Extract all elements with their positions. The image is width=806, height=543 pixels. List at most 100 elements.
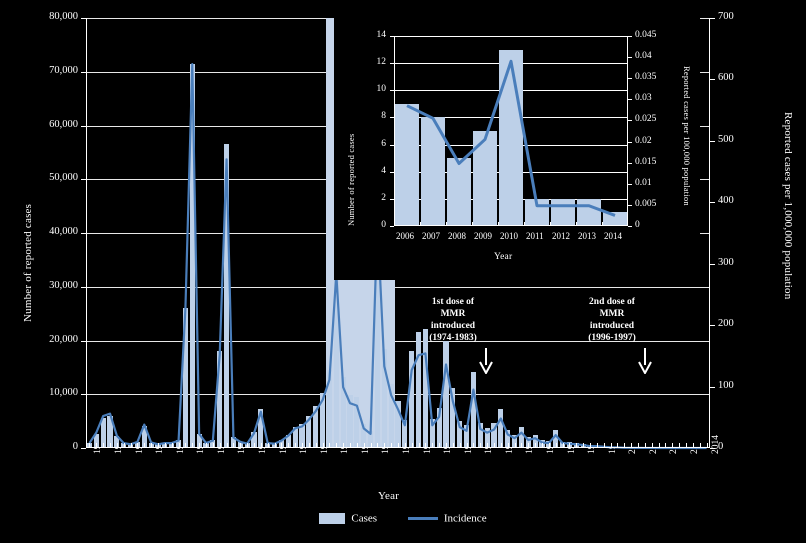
inset-x-tick: [446, 222, 447, 226]
bar: [121, 443, 127, 448]
bar: [395, 400, 401, 448]
annotation-1-line3: introduced: [430, 321, 476, 331]
y-right-tick-label: 300: [718, 256, 734, 268]
y-right-tick: [710, 79, 715, 81]
bar: [381, 348, 387, 448]
bar: [141, 425, 147, 448]
inset-y-right-tick-label: 0.005: [635, 198, 657, 209]
y-left-tick-label: 70,000: [49, 64, 78, 76]
x-tick: [391, 443, 393, 448]
bar: [491, 423, 497, 448]
y-left-tick: [81, 125, 86, 127]
y-right-tick-label: 100: [718, 379, 734, 391]
x-tick: [370, 443, 372, 448]
legend-incidence-swatch: [407, 517, 438, 521]
inset-x-axis-title: Year: [494, 252, 513, 262]
bar: [443, 340, 449, 448]
x-tick: [404, 443, 406, 448]
x-tick: [315, 443, 317, 448]
gridline: [86, 394, 710, 396]
inset-y-right-tick-label: 0.015: [635, 156, 657, 167]
bar: [450, 387, 456, 448]
x-tick: [411, 443, 413, 448]
x-tick: [521, 443, 523, 448]
inset-y-left-tick-label: 2: [381, 192, 386, 203]
bar: [463, 425, 470, 448]
y-right-tick: [710, 263, 715, 265]
gridline: [86, 286, 710, 288]
y-left-tick: [81, 394, 86, 396]
x-tick: [583, 443, 585, 448]
inset-left-axis: [394, 36, 395, 226]
x-tick: [137, 443, 139, 448]
x-tick: [281, 443, 283, 448]
x-tick: [212, 443, 214, 448]
x-tick: [302, 443, 303, 448]
inset-x-tick-label: 2010: [500, 231, 518, 241]
bar: [402, 420, 408, 448]
annotation-mmr-dose-1: 1st dose of MMR introduced (1974-1983): [398, 296, 508, 344]
bar: [518, 427, 525, 448]
x-tick: [603, 443, 605, 448]
x-tick: [494, 443, 495, 448]
bar: [559, 441, 566, 448]
x-tick: [247, 443, 249, 448]
x-tick: [384, 443, 386, 448]
annotation-2-line4: (1996-1997): [588, 333, 636, 343]
bar: [505, 429, 511, 448]
inset-y-left-tick-label: 8: [381, 111, 386, 122]
bar: [230, 437, 237, 448]
inset-x-tick: [627, 222, 628, 226]
inset-y-right-tick-label: 0.025: [635, 114, 657, 125]
inset-y-right-tick: [628, 204, 632, 206]
bar: [223, 144, 230, 448]
bar: [347, 395, 353, 448]
x-tick: [686, 443, 687, 448]
bar: [292, 426, 298, 448]
inset-y-right-tick: [628, 226, 632, 227]
inset-bar: [395, 103, 419, 226]
inset-incidence-line: [406, 59, 616, 217]
inset-y-axis-right-title: Reported cases per 100,000 population: [682, 66, 692, 206]
bar: [388, 383, 394, 448]
inset-y-right-tick: [628, 183, 632, 185]
y-left-tick-label: 10,000: [49, 387, 78, 399]
x-tick: [617, 443, 619, 448]
inset-y-left-tick-label: 12: [376, 57, 387, 68]
x-tick: [679, 443, 681, 448]
bar: [271, 443, 278, 448]
bar: [326, 369, 333, 448]
bar: [566, 442, 573, 448]
y-left-tick-label: 50,000: [49, 172, 78, 184]
main-y-axis-left-title: Number of reported cases: [22, 203, 34, 322]
x-tick: [528, 443, 530, 448]
x-tick: [343, 443, 345, 448]
bar: [361, 424, 367, 448]
bar: [532, 434, 538, 448]
bar: [169, 443, 175, 448]
x-tick: [418, 443, 420, 448]
inset-bottom-axis: [394, 225, 628, 226]
x-tick: [192, 443, 194, 448]
bar: [134, 442, 141, 448]
bar: [265, 442, 271, 448]
x-tick: [638, 443, 639, 448]
inset-gridline: [394, 36, 628, 37]
inset-x-tick-label: 2011: [526, 231, 544, 241]
x-tick: [377, 443, 379, 448]
x-tick: [178, 443, 180, 448]
x-tick: [651, 443, 653, 448]
bar: [107, 415, 113, 448]
x-tick: [487, 443, 489, 448]
x-tick: [219, 443, 221, 448]
bar: [415, 332, 422, 448]
x-tick: [164, 443, 166, 448]
bar: [409, 351, 415, 448]
bar: [114, 436, 120, 448]
annotation-mmr-dose-2: 2nd dose of MMR introduced (1996-1997): [557, 296, 667, 344]
x-tick: [548, 443, 550, 448]
x-tick: [432, 443, 434, 448]
bar: [175, 440, 182, 448]
inset-bar: [603, 212, 627, 226]
y-right-tick: [710, 140, 715, 142]
